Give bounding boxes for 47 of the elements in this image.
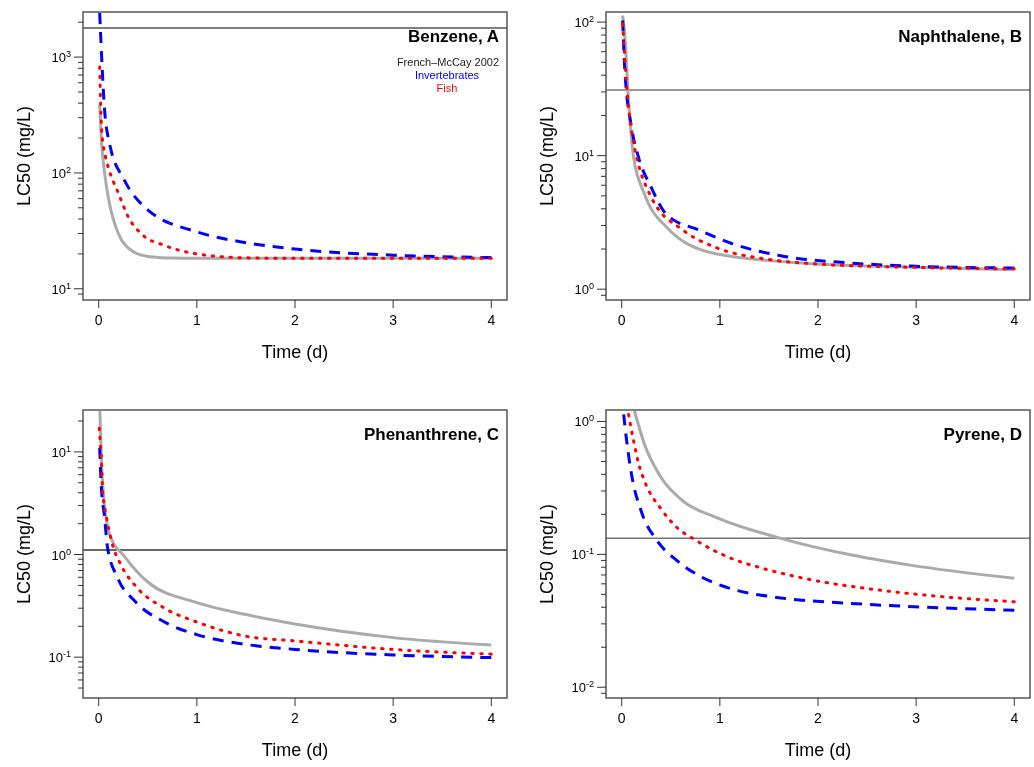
x-tick-label: 3	[389, 312, 398, 328]
x-tick-label: 0	[617, 710, 626, 726]
x-tick-label: 4	[487, 312, 496, 328]
x-axis-title: Time (d)	[261, 342, 329, 362]
y-axis-title: LC50 (mg/L)	[537, 503, 557, 605]
text: Naphthalene, B	[898, 27, 1022, 46]
x-tick-label: 4	[487, 710, 496, 726]
y-tick-label: 10$^{1}$	[51, 443, 71, 460]
x-tick-label: 0	[617, 312, 626, 328]
x-tick-label: 0	[94, 312, 103, 328]
text: Pyrene, D	[943, 425, 1022, 444]
legend-title: French–McCay 2002	[396, 56, 499, 68]
text: Benzene, A	[407, 27, 499, 46]
text: Fish	[436, 82, 458, 94]
y-tick-label: 10$^{0}$	[574, 281, 594, 298]
text: Phenanthrene, C	[363, 425, 499, 444]
x-tick-label: 1	[715, 312, 724, 328]
x-tick-label: 1	[715, 710, 724, 726]
text: Invertebrates	[414, 69, 480, 81]
x-tick-label: 1	[192, 710, 201, 726]
x-tick-label: 2	[814, 710, 823, 726]
y-tick-label: 10$^{2}$	[51, 164, 71, 181]
x-axis-title: Time (d)	[784, 740, 852, 760]
y-tick-label: 10$^{-1}$	[571, 546, 594, 563]
y-tick-label: 10$^{2}$	[574, 14, 594, 31]
y-axis-title: LC50 (mg/L)	[14, 105, 34, 207]
x-tick-label: 2	[291, 312, 300, 328]
x-tick-label: 4	[1010, 312, 1019, 328]
y-tick-label: 10$^{0}$	[51, 546, 71, 563]
y-tick-label: 10$^{3}$	[51, 49, 71, 66]
y-tick-label: 10$^{-1}$	[48, 649, 71, 666]
y-tick-label: 10$^{1}$	[51, 280, 71, 297]
x-tick-label: 3	[912, 312, 921, 328]
x-tick-label: 2	[291, 710, 300, 726]
y-tick-label: 10$^{1}$	[574, 147, 594, 164]
x-tick-label: 4	[1010, 710, 1019, 726]
y-tick-label: 10$^{0}$	[574, 413, 594, 430]
x-tick-label: 1	[192, 312, 201, 328]
y-axis-title: LC50 (mg/L)	[14, 503, 34, 605]
x-axis-title: Time (d)	[261, 740, 329, 760]
x-tick-label: 2	[814, 312, 823, 328]
y-axis-title: LC50 (mg/L)	[537, 105, 557, 207]
x-axis-title: Time (d)	[784, 342, 852, 362]
x-tick-label: 3	[389, 710, 398, 726]
y-tick-label: 10$^{-2}$	[571, 679, 594, 696]
x-tick-label: 0	[94, 710, 103, 726]
x-tick-label: 3	[912, 710, 921, 726]
